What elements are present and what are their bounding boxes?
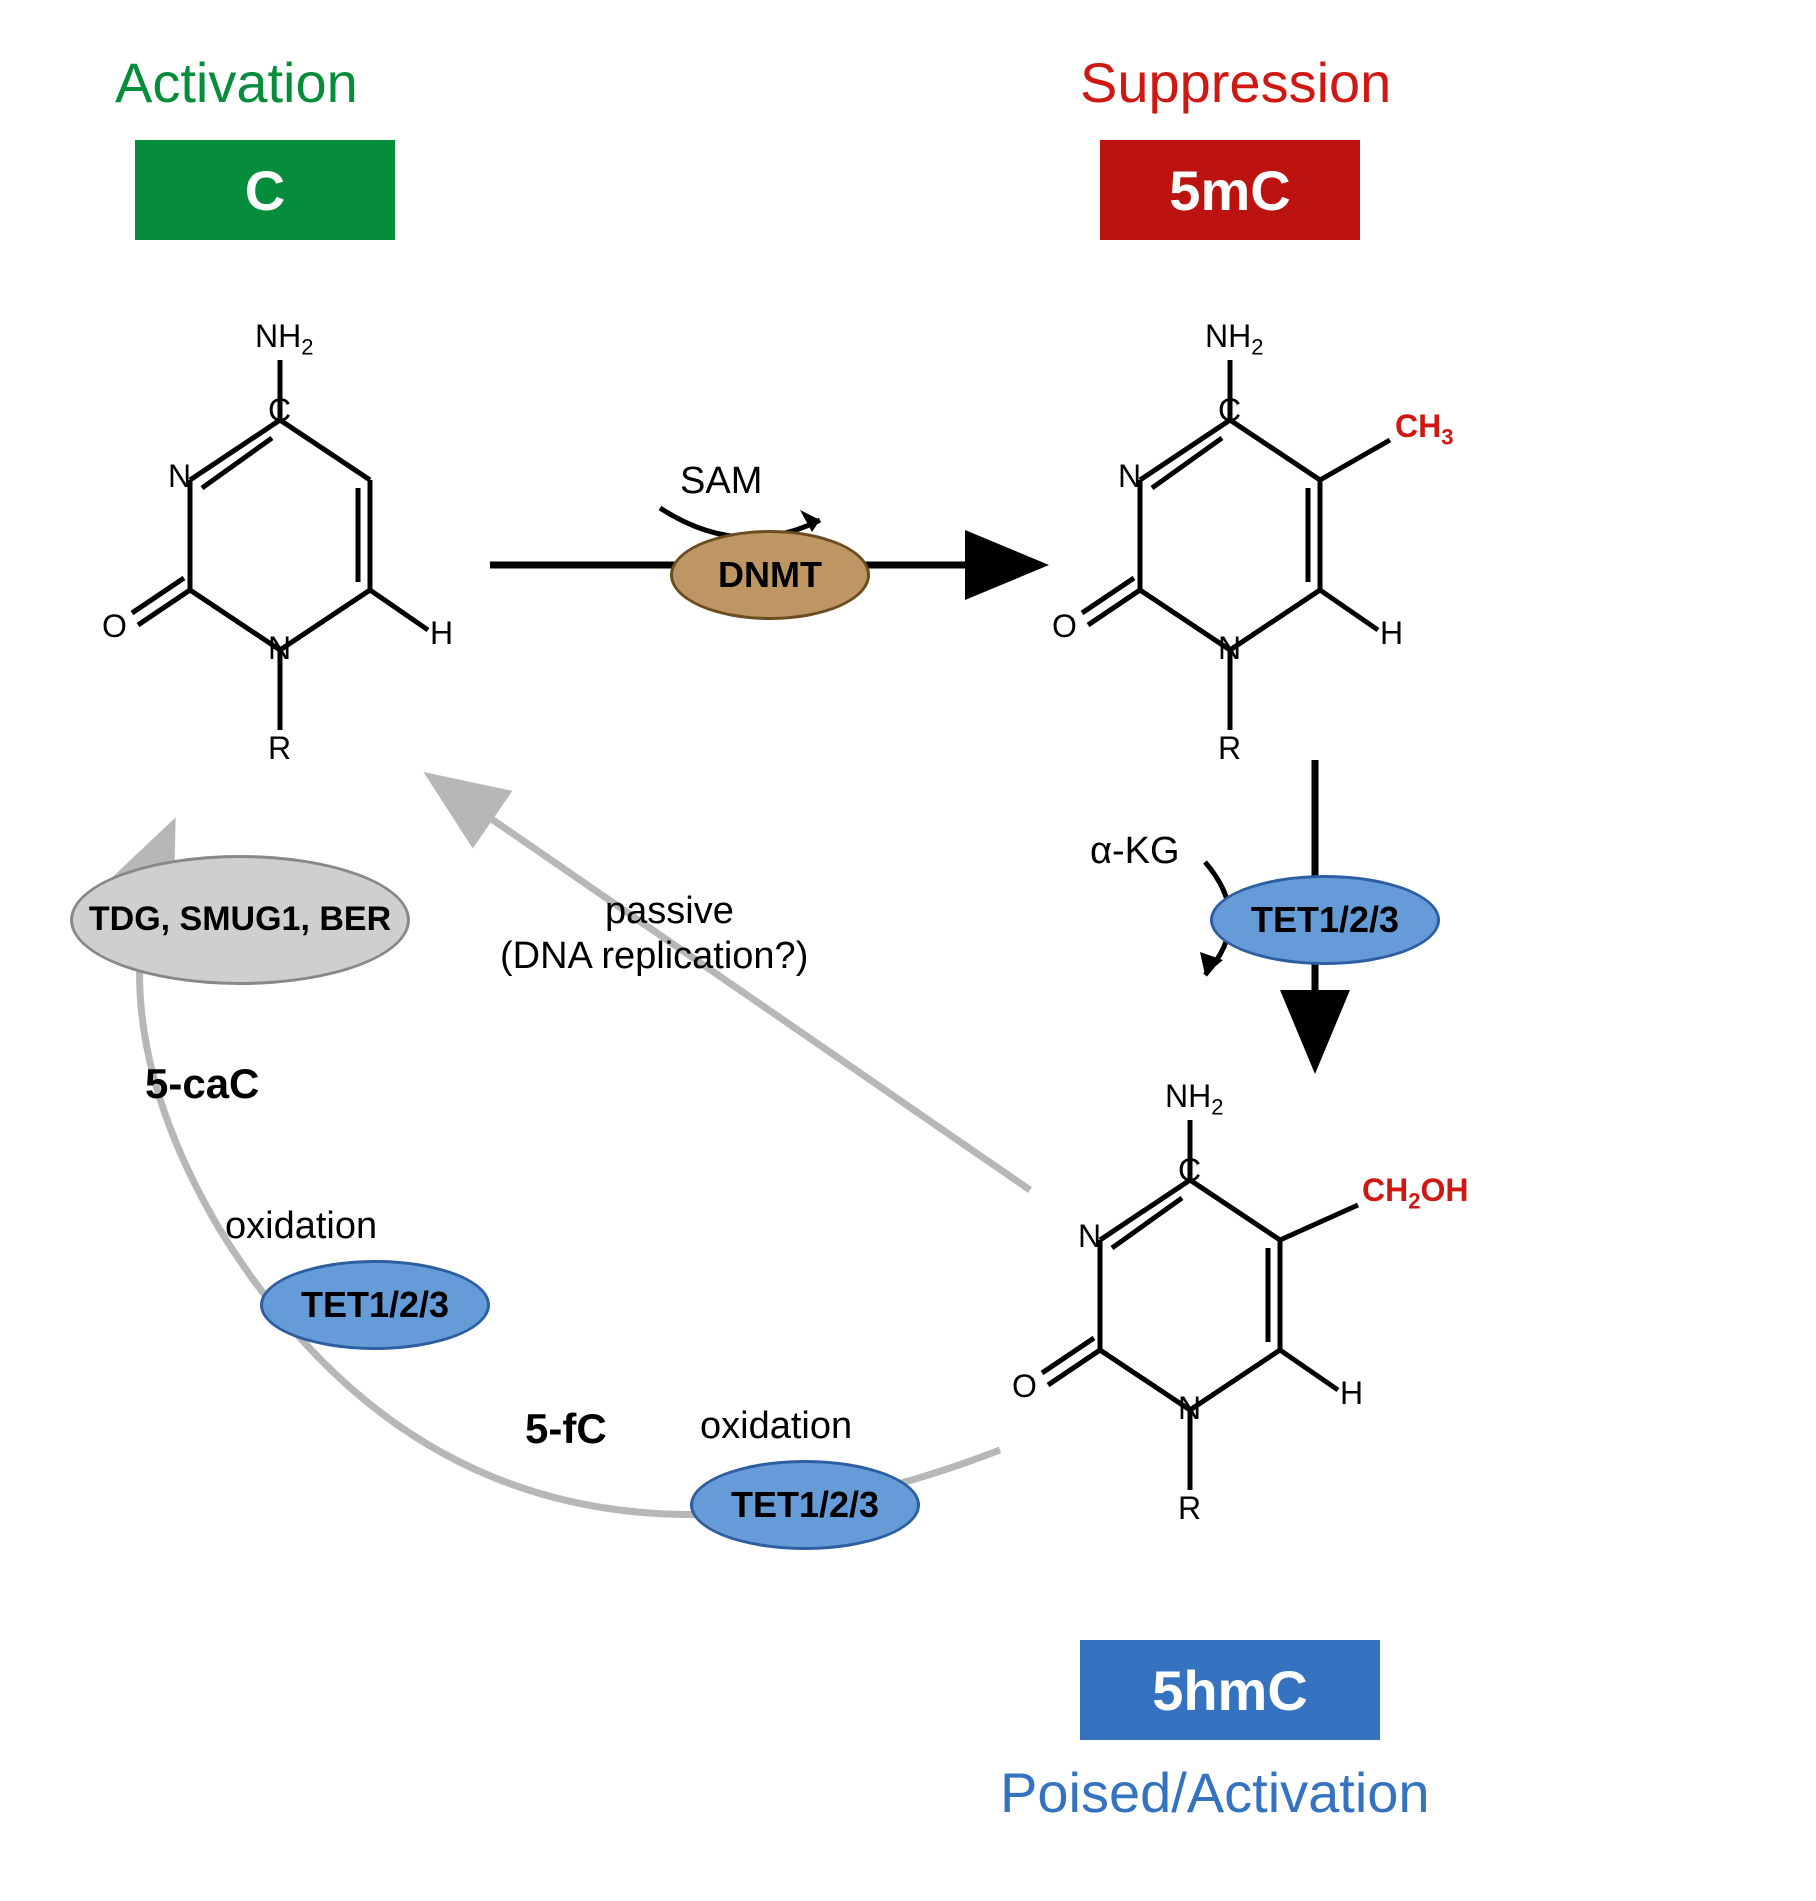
enzyme-tdg-label: TDG, SMUG1, BER (89, 900, 391, 939)
label-ox2: oxidation (700, 1405, 852, 1448)
heading-suppression: Suppression (1080, 50, 1391, 115)
label-ox1: oxidation (225, 1205, 377, 1248)
badge-c: C (135, 140, 395, 240)
diagram-canvas: Activation Suppression Poised/Activation… (0, 0, 1816, 1901)
arrow-passive (435, 780, 1030, 1190)
heading-activation: Activation (115, 50, 358, 115)
enzyme-dnmt-label: DNMT (718, 554, 822, 596)
enzyme-tet-mid: TET1/2/3 (260, 1260, 490, 1350)
enzyme-dnmt: DNMT (670, 530, 870, 620)
label-akg: α-KG (1090, 830, 1180, 873)
label-passive1: passive (605, 890, 734, 933)
enzyme-tet-right: TET1/2/3 (1210, 875, 1440, 965)
label-5fc: 5-fC (525, 1405, 607, 1453)
label-5cac: 5-caC (145, 1060, 259, 1108)
enzyme-tdg: TDG, SMUG1, BER (70, 855, 410, 985)
badge-5hmc: 5hmC (1080, 1640, 1380, 1740)
heading-poised: Poised/Activation (1000, 1760, 1430, 1825)
enzyme-tet-bottom-label: TET1/2/3 (731, 1484, 879, 1526)
label-sam: SAM (680, 460, 762, 503)
enzyme-tet-bottom: TET1/2/3 (690, 1460, 920, 1550)
badge-5mc: 5mC (1100, 140, 1360, 240)
enzyme-tet-mid-label: TET1/2/3 (301, 1284, 449, 1326)
enzyme-tet-right-label: TET1/2/3 (1251, 899, 1399, 941)
label-passive2: (DNA replication?) (500, 935, 808, 978)
